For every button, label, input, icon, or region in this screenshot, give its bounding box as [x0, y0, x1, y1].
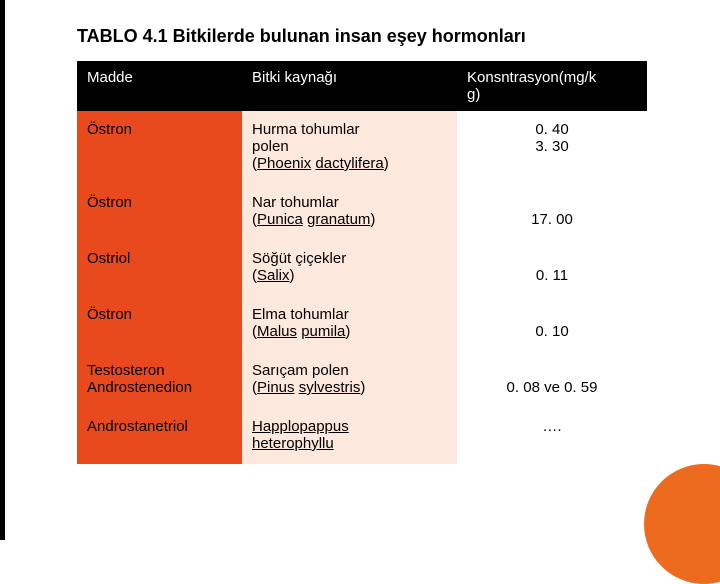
table-row: AndrostanetriolHapplopappusheterophyllu……: [77, 408, 647, 464]
latin-name: Malus: [257, 323, 297, 340]
cell-madde: Östron: [77, 184, 242, 240]
cell-konsantrasyon: 0. 08 ve 0. 59: [457, 352, 647, 408]
latin-name: heterophyllu: [252, 435, 334, 452]
latin-name: pumila: [301, 323, 345, 340]
hormone-table: Madde Bitki kaynağı Konsntrasyon(mg/k g)…: [77, 61, 647, 464]
cell-kaynak: Hurma tohumlar polen (Phoenix dactylifer…: [242, 111, 457, 184]
cell-kaynak: Söğüt çiçekler (Salix): [242, 240, 457, 296]
latin-name: Salix: [257, 267, 290, 284]
cell-madde: Östron: [77, 111, 242, 184]
table-row: OstriolSöğüt çiçekler (Salix) 0. 11: [77, 240, 647, 296]
cell-kaynak: Elma tohumlar (Malus pumila): [242, 296, 457, 352]
cell-madde: Testosteron Androstenedion: [77, 352, 242, 408]
table-caption: TABLO 4.1 Bitkilerde bulunan insan eşey …: [77, 26, 670, 47]
cell-kaynak: Nar tohumlar (Punica granatum): [242, 184, 457, 240]
cell-konsantrasyon: 0. 11: [457, 240, 647, 296]
cell-konsantrasyon: 0. 10: [457, 296, 647, 352]
cell-konsantrasyon: ….: [457, 408, 647, 464]
table-row: ÖstronElma tohumlar (Malus pumila) 0. 10: [77, 296, 647, 352]
table-row: Testosteron AndrostenedionSarıçam polen …: [77, 352, 647, 408]
latin-name: Punica: [257, 211, 303, 228]
latin-name: Pinus: [257, 379, 295, 396]
cell-madde: Ostriol: [77, 240, 242, 296]
col-header-konsantrasyon: Konsntrasyon(mg/k g): [457, 61, 647, 111]
cell-kaynak: Sarıçam polen (Pinus sylvestris): [242, 352, 457, 408]
table-row: ÖstronHurma tohumlar polen (Phoenix dact…: [77, 111, 647, 184]
latin-name: Happlopappus: [252, 418, 349, 435]
cell-kaynak: Happlopappusheterophyllu: [242, 408, 457, 464]
latin-name: Phoenix: [257, 155, 311, 172]
latin-name: sylvestris: [299, 379, 361, 396]
slide-area: TABLO 4.1 Bitkilerde bulunan insan eşey …: [5, 0, 720, 540]
col-header-madde: Madde: [77, 61, 242, 111]
table-row: ÖstronNar tohumlar (Punica granatum) 17.…: [77, 184, 647, 240]
cell-madde: Androstanetriol: [77, 408, 242, 464]
cell-konsantrasyon: 0. 40 3. 30: [457, 111, 647, 184]
latin-name: dactylifera: [315, 155, 383, 172]
latin-name: granatum: [307, 211, 370, 228]
col-header-kaynak: Bitki kaynağı: [242, 61, 457, 111]
cell-konsantrasyon: 17. 00: [457, 184, 647, 240]
cell-madde: Östron: [77, 296, 242, 352]
table-header-row: Madde Bitki kaynağı Konsntrasyon(mg/k g): [77, 61, 647, 111]
